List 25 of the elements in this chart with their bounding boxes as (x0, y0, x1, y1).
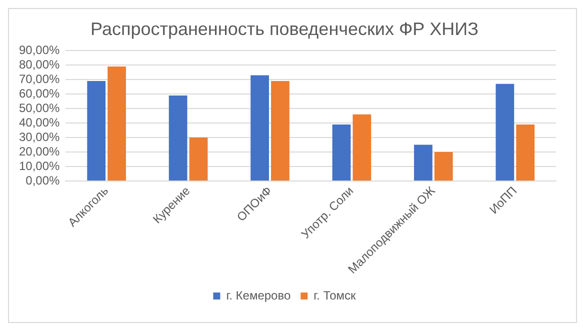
y-tick-label: 0,00% (26, 173, 60, 188)
bar (250, 75, 269, 181)
bar (108, 66, 126, 181)
y-tick-label: 60,00% (18, 86, 60, 100)
bar (168, 96, 188, 181)
bar (496, 84, 514, 181)
legend-label: г. Томск (314, 288, 357, 302)
y-tick-label: 50,00% (18, 100, 60, 115)
bar (434, 152, 453, 181)
bar (352, 114, 372, 181)
chart-title: Распространенность поведенческих ФР ХНИЗ (90, 18, 478, 39)
y-tick-label: 40,00% (18, 115, 60, 130)
bar (332, 124, 351, 181)
bar (189, 138, 208, 181)
y-tick-label: 30,00% (18, 130, 60, 144)
y-tick-label: 20,00% (18, 144, 60, 158)
bar (87, 81, 106, 181)
bar (516, 124, 535, 181)
y-tick-label: 80,00% (18, 57, 60, 72)
y-tick-label: 10,00% (18, 158, 60, 173)
bar (414, 144, 432, 181)
y-tick-label: 90,00% (18, 42, 60, 57)
legend-label: г. Кемерово (226, 288, 291, 302)
bar (271, 81, 290, 181)
y-tick-label: 70,00% (18, 72, 60, 86)
